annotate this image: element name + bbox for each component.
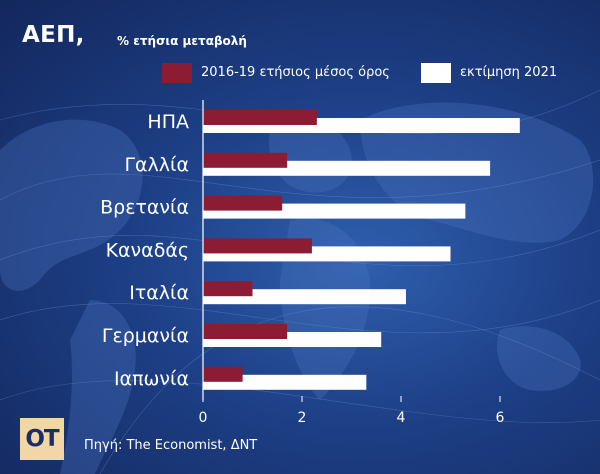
bar-average [203,110,317,125]
bar-average [203,366,243,382]
category-label: Γαλλία [124,154,189,176]
category-label: ΗΠΑ [147,111,189,133]
bar-average [203,324,288,339]
bar-estimate [203,374,367,390]
bar-average [203,152,288,168]
legend-swatch-estimate [421,63,451,83]
category-label: Γερμανία [102,325,189,347]
bar-average [203,238,312,254]
x-tick-label: 2 [298,410,307,426]
x-tick-label: 0 [199,410,208,426]
bar-average [203,195,283,211]
bar-estimate [203,289,406,305]
category-label: Ιταλία [129,282,189,304]
category-label: Βρετανία [100,197,189,219]
legend-label-average: 2016-19 ετήσιος μέσος όρος [201,65,390,80]
bar-average [203,281,253,297]
chart-title: ΑΕΠ, [22,22,85,48]
legend-label-estimate: εκτίμηση 2021 [460,65,558,80]
chart-subtitle: % ετήσια μεταβολή [117,34,247,48]
x-tick-label: 6 [496,410,505,426]
source-note: Πηγή: The Economist, ΔΝΤ [84,438,258,453]
ot-logo: ΟΤ [20,418,64,460]
category-label: Ιαπωνία [114,368,189,390]
category-label: Καναδάς [106,239,189,261]
legend-swatch-average [162,63,192,83]
x-tick-label: 4 [397,410,406,426]
